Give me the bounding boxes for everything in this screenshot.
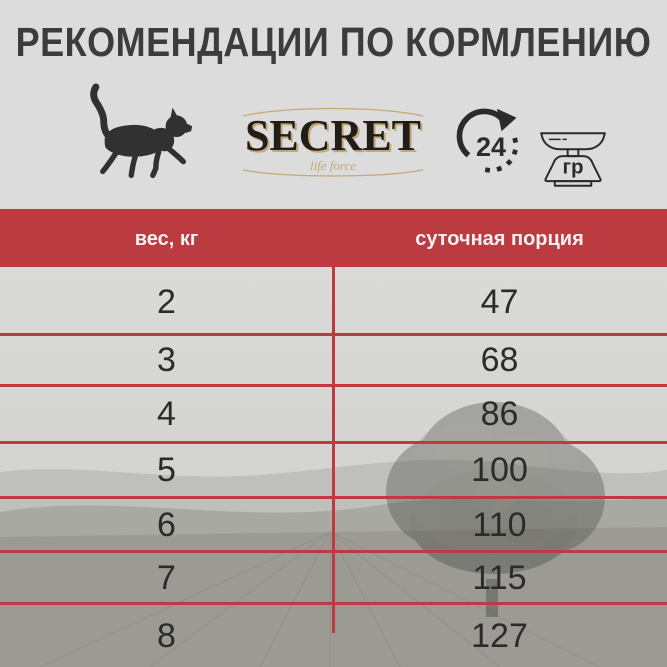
svg-text:гр: гр — [562, 156, 583, 179]
svg-text:24: 24 — [476, 132, 506, 162]
